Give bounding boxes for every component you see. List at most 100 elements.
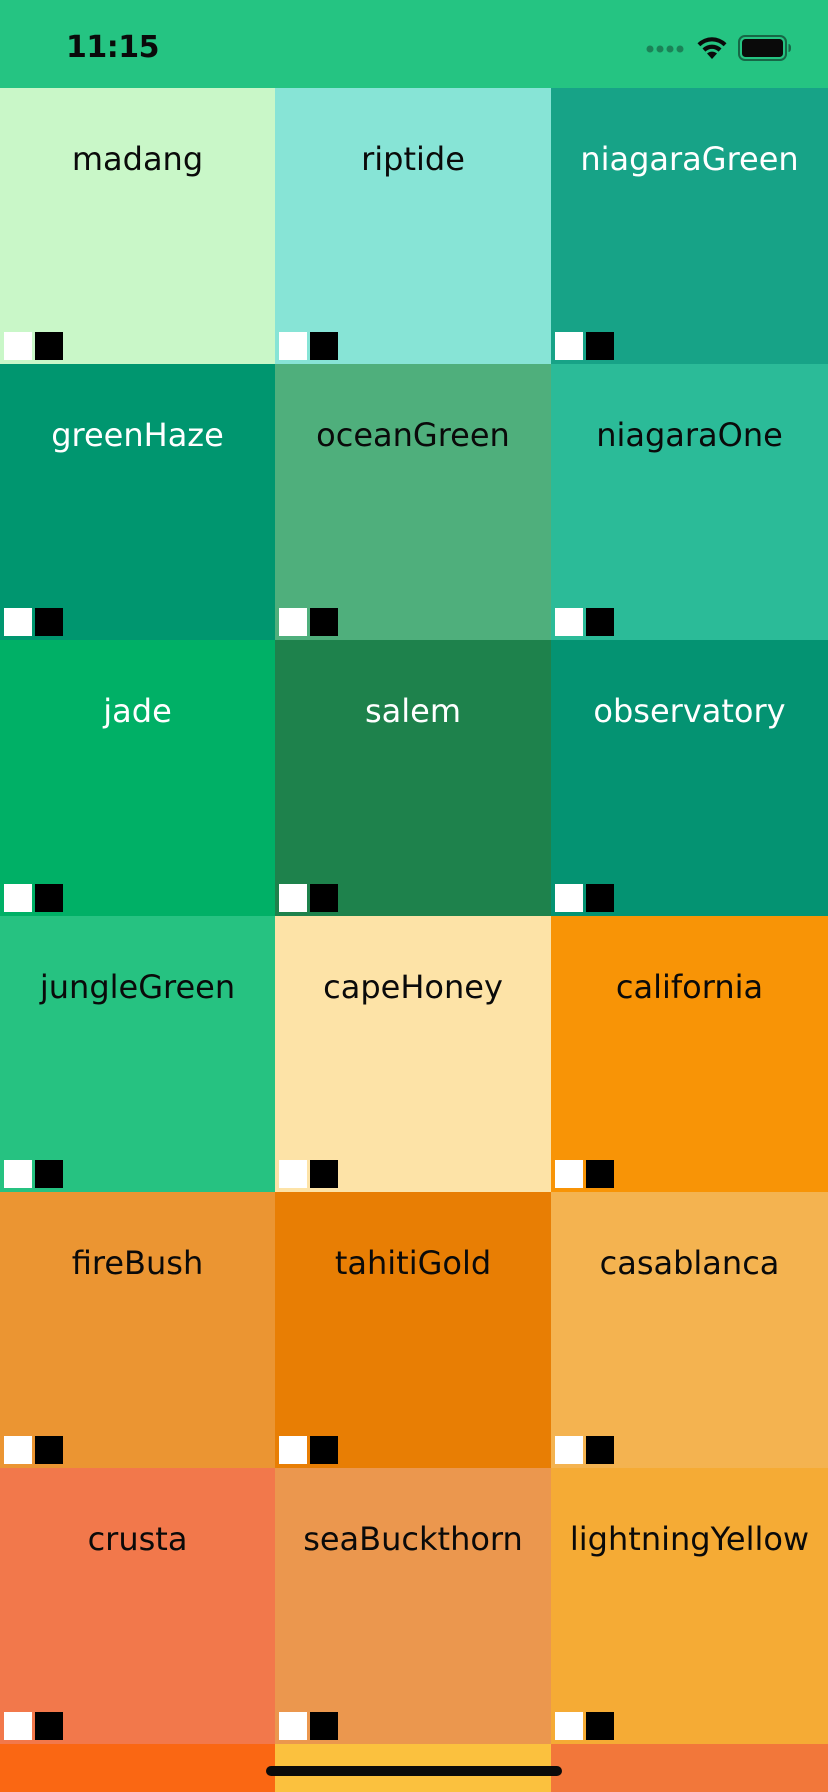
color-cell[interactable] <box>551 1744 828 1792</box>
contrast-swatches <box>279 1436 338 1464</box>
black-swatch <box>310 1160 338 1188</box>
color-name-label: tahitiGold <box>334 1244 492 1282</box>
white-swatch <box>279 1160 307 1188</box>
color-cell[interactable]: jungleGreen <box>0 916 275 1192</box>
color-name-label: fireBush <box>71 1244 204 1282</box>
white-swatch <box>279 1436 307 1464</box>
white-swatch <box>555 608 583 636</box>
black-swatch <box>310 1712 338 1740</box>
battery-icon <box>738 34 792 66</box>
black-swatch <box>586 884 614 912</box>
black-swatch <box>35 1160 63 1188</box>
color-cell[interactable]: madang <box>0 88 275 364</box>
contrast-swatches <box>4 1436 63 1464</box>
black-swatch <box>586 1712 614 1740</box>
white-swatch <box>4 884 32 912</box>
contrast-swatches <box>4 332 63 360</box>
white-swatch <box>279 608 307 636</box>
white-swatch <box>4 1436 32 1464</box>
contrast-swatches <box>555 332 614 360</box>
black-swatch <box>586 608 614 636</box>
color-name-label: salem <box>364 692 462 730</box>
color-name-label: niagaraGreen <box>580 140 799 178</box>
white-swatch <box>555 1436 583 1464</box>
color-cell[interactable]: capeHoney <box>275 916 551 1192</box>
color-name-label: riptide <box>361 140 465 178</box>
black-swatch <box>310 332 338 360</box>
color-cell[interactable]: tahitiGold <box>275 1192 551 1468</box>
home-indicator[interactable] <box>266 1766 562 1776</box>
color-name-label: seaBuckthorn <box>303 1520 523 1558</box>
contrast-swatches <box>555 884 614 912</box>
color-cell[interactable]: niagaraGreen <box>551 88 828 364</box>
color-cell[interactable]: observatory <box>551 640 828 916</box>
color-name-label: capeHoney <box>323 968 503 1006</box>
contrast-swatches <box>555 1712 614 1740</box>
status-time: 11:15 <box>66 30 160 65</box>
cellular-signal-icon <box>646 41 686 59</box>
black-swatch <box>35 1436 63 1464</box>
color-name-label: california <box>615 968 764 1006</box>
white-swatch <box>4 332 32 360</box>
color-grid[interactable]: madang riptide niagaraGreen greenHaze oceanG… <box>0 88 828 1792</box>
white-swatch <box>555 332 583 360</box>
white-swatch <box>279 1712 307 1740</box>
contrast-swatches <box>279 884 338 912</box>
color-cell[interactable] <box>0 1744 275 1792</box>
black-swatch <box>310 1436 338 1464</box>
black-swatch <box>35 608 63 636</box>
white-swatch <box>555 1160 583 1188</box>
black-swatch <box>35 1712 63 1740</box>
white-swatch <box>555 884 583 912</box>
black-swatch <box>586 1160 614 1188</box>
color-name-label: jungleGreen <box>39 968 236 1006</box>
contrast-swatches <box>4 1712 63 1740</box>
status-icons <box>646 34 792 66</box>
black-swatch <box>35 884 63 912</box>
contrast-swatches <box>279 608 338 636</box>
color-cell[interactable]: salem <box>275 640 551 916</box>
contrast-swatches <box>4 884 63 912</box>
status-bar: 11:15 <box>0 0 828 88</box>
wifi-icon <box>696 36 728 65</box>
color-cell[interactable]: greenHaze <box>0 364 275 640</box>
color-cell[interactable]: crusta <box>0 1468 275 1744</box>
color-name-label: observatory <box>593 692 786 730</box>
color-name-label: madang <box>71 140 204 178</box>
color-cell[interactable]: jade <box>0 640 275 916</box>
black-swatch <box>310 608 338 636</box>
contrast-swatches <box>555 1160 614 1188</box>
contrast-swatches <box>279 332 338 360</box>
contrast-swatches <box>555 608 614 636</box>
contrast-swatches <box>4 608 63 636</box>
color-name-label: greenHaze <box>51 416 224 454</box>
color-name-label: casablanca <box>599 1244 780 1282</box>
contrast-swatches <box>555 1436 614 1464</box>
color-cell[interactable]: oceanGreen <box>275 364 551 640</box>
color-name-label: crusta <box>87 1520 188 1558</box>
color-name-label: oceanGreen <box>316 416 510 454</box>
black-swatch <box>586 332 614 360</box>
white-swatch <box>4 608 32 636</box>
color-name-label: jade <box>103 692 172 730</box>
color-name-label: lightningYellow <box>569 1520 810 1558</box>
contrast-swatches <box>279 1712 338 1740</box>
white-swatch <box>555 1712 583 1740</box>
contrast-swatches <box>279 1160 338 1188</box>
white-swatch <box>279 332 307 360</box>
color-name-label: niagaraOne <box>596 416 783 454</box>
color-cell[interactable]: lightningYellow <box>551 1468 828 1744</box>
color-cell[interactable]: casablanca <box>551 1192 828 1468</box>
contrast-swatches <box>4 1160 63 1188</box>
white-swatch <box>4 1712 32 1740</box>
black-swatch <box>35 332 63 360</box>
black-swatch <box>310 884 338 912</box>
color-cell[interactable]: fireBush <box>0 1192 275 1468</box>
white-swatch <box>279 884 307 912</box>
color-cell[interactable]: riptide <box>275 88 551 364</box>
white-swatch <box>4 1160 32 1188</box>
black-swatch <box>586 1436 614 1464</box>
color-cell[interactable]: seaBuckthorn <box>275 1468 551 1744</box>
color-cell[interactable]: california <box>551 916 828 1192</box>
color-cell[interactable]: niagaraOne <box>551 364 828 640</box>
